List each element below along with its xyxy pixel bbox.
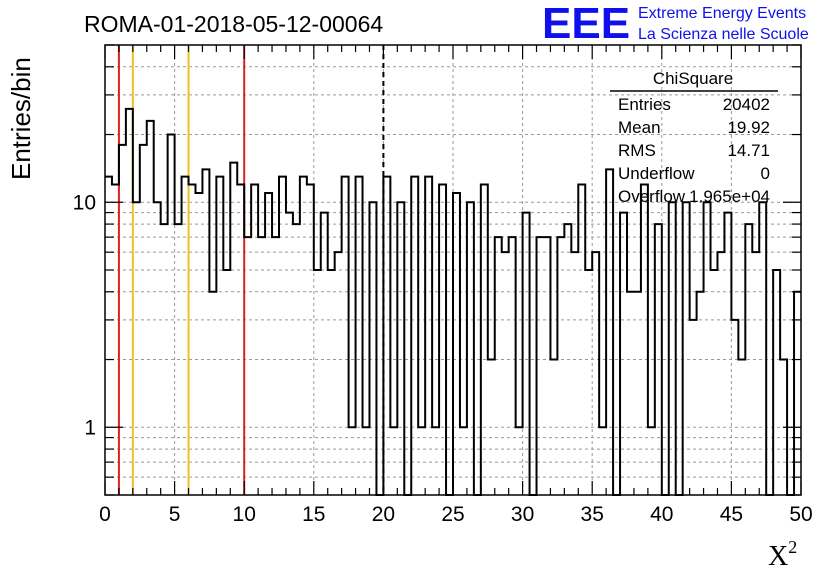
stats-value-overflow: 1.965e+04 (689, 187, 770, 206)
stats-value-rms: 14.71 (727, 141, 770, 160)
x-tick-label-20: 20 (372, 503, 395, 526)
x-tick-label-30: 30 (511, 503, 534, 526)
y-tick-label-10: 10 (73, 191, 96, 214)
stats-value-entries: 20402 (723, 95, 770, 114)
x-tick-label-45: 45 (720, 503, 743, 526)
stats-value-underflow: 0 (761, 164, 770, 183)
x-axis-label-base: X (768, 541, 788, 572)
y-tick-label-1: 1 (84, 416, 96, 439)
x-axis-label-sup: 2 (788, 537, 797, 557)
stats-label-mean: Mean (618, 118, 661, 137)
x-tick-label-5: 5 (169, 503, 181, 526)
x-tick-label-25: 25 (441, 503, 464, 526)
x-tick-label-10: 10 (233, 503, 256, 526)
stats-value-mean: 19.92 (727, 118, 770, 137)
stats-label-rms: RMS (618, 141, 656, 160)
x-tick-label-35: 35 (581, 503, 604, 526)
stats-label-overflow: Overflow (618, 187, 686, 206)
logo-line2: La Scienza nelle Scuole (638, 26, 809, 43)
logo-line1: Extreme Energy Events (638, 5, 806, 22)
eee-logo: EEE Extreme Energy Events La Scienza nel… (542, 0, 809, 48)
stats-box: ChiSquare Entries 20402 Mean 19.92 RMS 1… (610, 69, 778, 206)
x-tick-label-50: 50 (789, 503, 812, 526)
x-tick-label-15: 15 (302, 503, 325, 526)
stats-title: ChiSquare (653, 69, 733, 88)
x-tick-label-0: 0 (99, 503, 111, 526)
x-tick-label-40: 40 (650, 503, 673, 526)
logo-text: EEE (542, 0, 630, 48)
chart-title: ROMA-01-2018-05-12-00064 (84, 11, 383, 37)
axis-ticks: 0 5 10 15 20 25 30 35 40 45 50 1 10 (73, 44, 813, 526)
stats-label-entries: Entries (618, 95, 671, 114)
x-axis-label: X2 (768, 537, 797, 572)
y-axis-label: Entries/bin (6, 57, 36, 180)
stats-label-underflow: Underflow (618, 164, 695, 183)
